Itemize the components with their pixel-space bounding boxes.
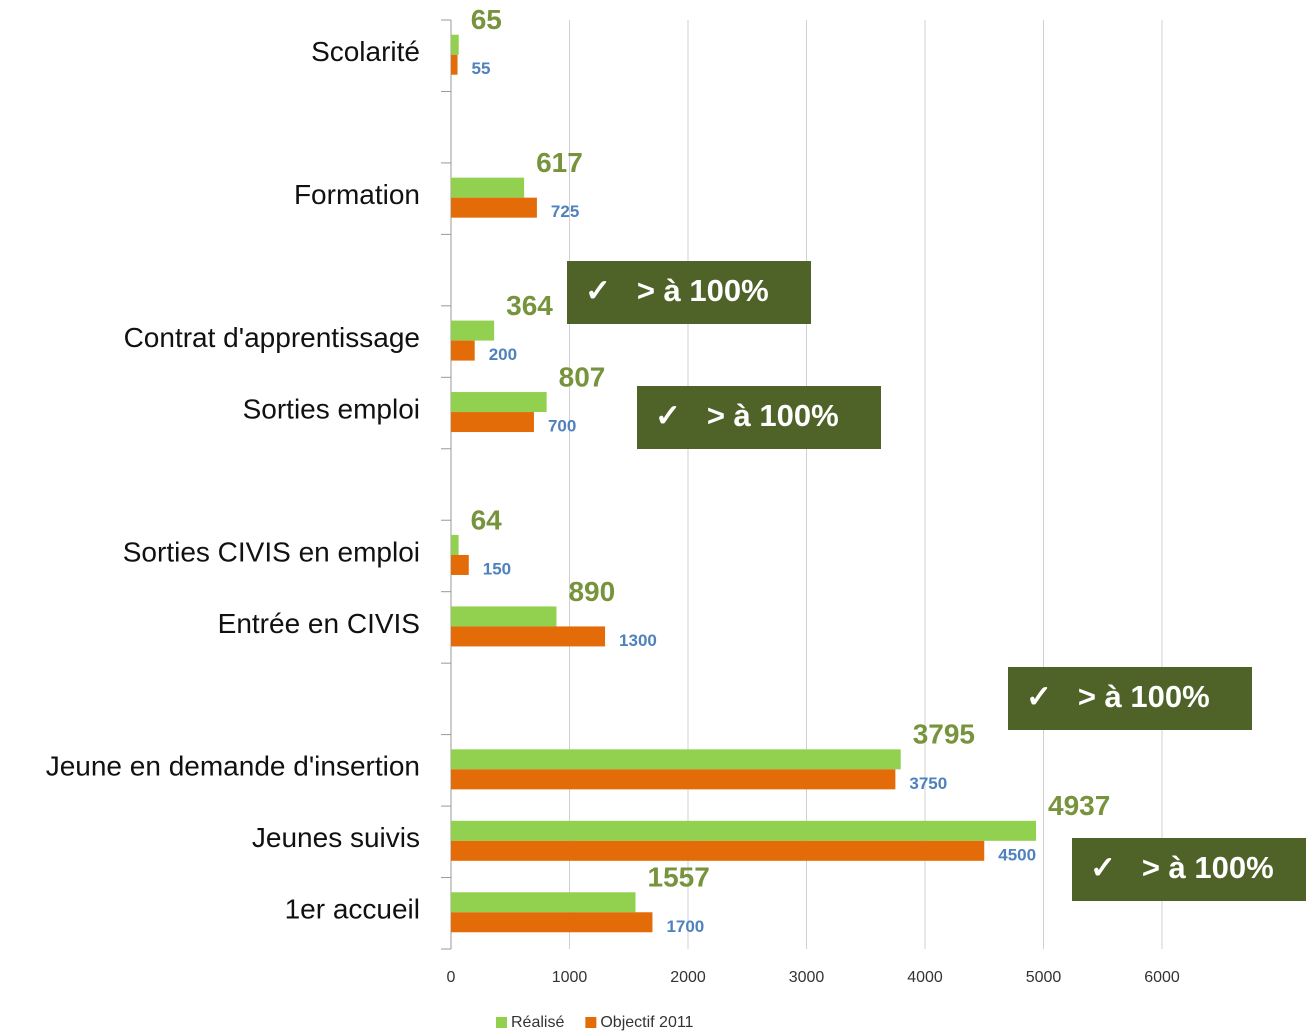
legend-swatch (585, 1017, 597, 1028)
legend-label: Réalisé (511, 1014, 564, 1031)
value-label: 64 (471, 504, 503, 535)
bar (451, 626, 606, 647)
y-tick-label: Sorties CIVIS en emploi (123, 536, 420, 567)
bar (451, 912, 653, 933)
y-tick-label: Sorties emploi (243, 393, 420, 424)
value-label: 725 (551, 202, 579, 221)
bar (451, 177, 525, 198)
annotation: ✓ > à 100% (585, 273, 769, 308)
bar (451, 554, 469, 575)
x-tick-label: 0 (447, 969, 456, 986)
y-tick-label: Formation (294, 179, 420, 210)
y-tick-label: Entrée en CIVIS (218, 608, 420, 639)
bar (451, 749, 901, 770)
annotation-box (567, 261, 811, 324)
value-label: 1557 (648, 862, 710, 893)
y-tick-label: 1er accueil (285, 894, 420, 925)
y-tick-label: Jeune en demande d'insertion (46, 751, 420, 782)
bar (451, 769, 896, 790)
x-tick-label: 1000 (552, 969, 588, 986)
annotation: ✓ > à 100% (1090, 850, 1274, 885)
value-label: 200 (489, 345, 517, 364)
bar (451, 197, 537, 218)
legend-swatch (496, 1017, 507, 1028)
value-label: 3795 (913, 719, 975, 750)
annotation: ✓ > à 100% (655, 398, 839, 433)
bar (451, 820, 1037, 841)
x-tick-label: 3000 (789, 969, 825, 986)
y-tick-label: Scolarité (311, 36, 420, 67)
x-tick-label: 5000 (1026, 969, 1062, 986)
x-tick-label: 6000 (1144, 969, 1180, 986)
value-label: 364 (506, 290, 553, 321)
value-label: 4500 (998, 845, 1036, 864)
annotation-box (1008, 667, 1252, 730)
bar (451, 840, 985, 861)
value-label: 700 (548, 417, 576, 436)
annotation-box (1072, 838, 1306, 901)
y-tick-label: Contrat d'apprentissage (124, 322, 420, 353)
value-label: 807 (559, 361, 606, 392)
value-label: 1700 (666, 917, 704, 936)
value-label: 3750 (909, 774, 947, 793)
value-label: 617 (536, 147, 583, 178)
bar (451, 392, 547, 413)
value-label: 1300 (619, 631, 657, 650)
y-tick-label: Jeunes suivis (252, 822, 420, 853)
value-label: 890 (568, 576, 615, 607)
x-tick-label: 4000 (907, 969, 943, 986)
bar (451, 340, 475, 361)
bar (451, 34, 459, 55)
value-label: 4937 (1048, 790, 1110, 821)
bar (451, 412, 534, 433)
value-label: 65 (471, 4, 502, 35)
bar (451, 606, 557, 627)
annotation: ✓ > à 100% (1026, 679, 1210, 714)
bar (451, 892, 636, 913)
value-label: 55 (472, 59, 491, 78)
x-tick-label: 2000 (670, 969, 706, 986)
bar (451, 320, 495, 341)
annotation-box (637, 386, 881, 449)
bar (451, 54, 458, 75)
legend-label: Objectif 2011 (600, 1014, 693, 1031)
value-label: 150 (483, 559, 511, 578)
bar (451, 534, 459, 555)
